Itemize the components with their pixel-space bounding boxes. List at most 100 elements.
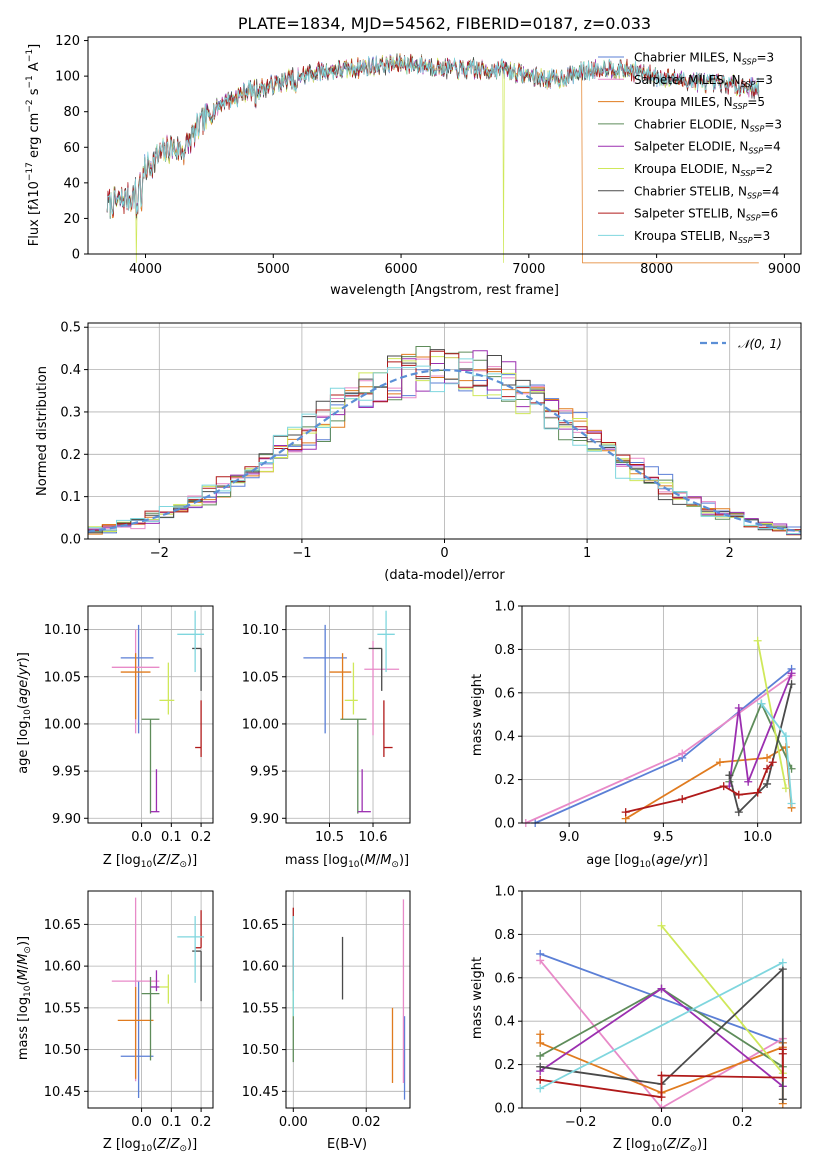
x-tick-label: 0.0 (131, 1115, 152, 1130)
errorbar-chabrier_elodie (340, 718, 367, 814)
errorbar-chabrier_stelib (368, 647, 383, 691)
age-vs-mass-panel: 10.5 10.6 9.90 9.95 10.00 10.05 10.10 (242, 605, 411, 845)
weight-marker-chabrier_stelib (778, 1095, 787, 1104)
legend-label: Kroupa ELODIE, NSSP=2 (634, 162, 773, 178)
errorbar-chabrier_stelib (192, 950, 202, 1002)
p6-points (111, 897, 205, 1098)
errorbar-salpeter_elodie (357, 769, 371, 813)
p4-frame (285, 605, 411, 824)
p3-frame (87, 605, 214, 824)
y-tick-label: 9.95 (52, 765, 81, 780)
weight-marker-salpeter_elodie (744, 777, 753, 786)
p4-grid (286, 606, 410, 823)
weight-marker-salpeter_stelib (719, 782, 728, 791)
weight-line-kroupa_elodie (660, 925, 784, 1074)
weight-marker-kroupa_elodie (753, 636, 762, 645)
legend-label: Chabrier ELODIE, NSSP=3 (634, 117, 782, 133)
p3-ylabel: age [log10(age/yr)] (16, 652, 33, 774)
weight-marker-kroupa_elodie (657, 921, 666, 930)
errorbar-chabrier_miles (120, 624, 154, 734)
errorbar-kroupa_miles (120, 653, 151, 720)
y-tick-label: 9.95 (250, 765, 279, 780)
spectrum-xlabel: wavelength [Angstrom, rest frame] (330, 283, 559, 298)
weight-marker-kroupa_miles (536, 1030, 545, 1039)
x-tick-label: 8000 (640, 262, 673, 277)
x-tick-label: 9000 (768, 262, 801, 277)
p6-grid (88, 891, 213, 1108)
weight-marker-salpeter_stelib (734, 790, 743, 799)
x-tick-label: 0.00 (279, 1115, 308, 1130)
p6-ylabel: mass [log10(M/M⊙)] (16, 936, 33, 1060)
errorbar-kroupa_stelib (177, 610, 205, 673)
weight-marker-chabrier_stelib (734, 808, 743, 817)
x-tick-label: 0.1 (161, 830, 182, 845)
y-tick-label: 100 (55, 70, 80, 85)
errorbar-salpeter_elodie (150, 970, 160, 992)
p5-series (521, 636, 796, 827)
weight-marker-salpeter_elodie (734, 703, 743, 712)
y-tick-label: 40 (63, 176, 80, 191)
x-tick-label: 7000 (512, 262, 545, 277)
y-tick-label: 10.60 (242, 960, 279, 975)
weight-marker-salpeter_stelib (678, 795, 687, 804)
weight-marker-salpeter_stelib (778, 1049, 787, 1058)
errorbar-kroupa_miles (117, 986, 154, 1079)
weight-marker-kroupa_elodie (781, 784, 790, 793)
histogram-ticks: −2 −1 0 1 2 0.0 0.1 0.2 0.3 0.4 0.5 (60, 321, 734, 561)
x-tick-label: 0.2 (191, 1115, 212, 1130)
weight-line-salpeter_miles (525, 674, 793, 824)
mass-vs-metallicity-panel: 0.0 0.1 0.2 10.45 10.50 10.55 10.60 10.65 (44, 890, 214, 1130)
p5-frame (521, 605, 802, 824)
errorbar-kroupa_elodie (344, 662, 358, 715)
y-tick-label: 0.0 (494, 817, 515, 832)
weight-marker-salpeter_stelib (621, 808, 630, 817)
weight-marker-salpeter_stelib (768, 758, 777, 767)
y-tick-label: 10.10 (44, 623, 81, 638)
weight-vs-age-panel: 9.0 9.5 10.0 0.0 0.2 0.4 0.6 0.8 1.0 (494, 600, 802, 845)
weight-marker-salpeter_miles (536, 956, 545, 965)
x-tick-label: 0.0 (651, 1115, 672, 1130)
y-tick-label: 0.4 (60, 363, 81, 378)
y-tick-label: 0.0 (494, 1102, 515, 1117)
weight-marker-kroupa_miles (715, 758, 724, 767)
weight-marker-kroupa_miles (536, 1038, 545, 1047)
errorbar-chabrier_miles (120, 981, 154, 1098)
legend-label: Salpeter MILES, NSSP=3 (634, 73, 773, 89)
weight-marker-kroupa_stelib (757, 699, 766, 708)
residual-histogram-panel: −2 −1 0 1 2 0.0 0.1 0.2 0.3 0.4 0.5 (data-model)/e… (35, 321, 802, 583)
spectrum-ylabel: Flux [fλ10−17 erg cm−2 s−1 A−1] (25, 44, 42, 246)
y-tick-label: 1.0 (494, 885, 515, 900)
histogram-series-chabrier_stelib (88, 349, 801, 535)
p7-xlabel: E(B-V) (327, 1137, 367, 1152)
y-tick-label: 0.5 (60, 321, 81, 336)
y-tick-label: 0.2 (494, 1058, 515, 1073)
p7-grid (286, 891, 410, 1108)
errorbar-salpeter_stelib (195, 700, 202, 757)
p4-xlabel: mass [log10(M/M⊙)] (285, 853, 409, 870)
spectrum-frame (87, 36, 802, 255)
y-tick-label: 10.55 (242, 1001, 279, 1016)
y-tick-label: 10.60 (44, 960, 81, 975)
weight-marker-salpeter_stelib (657, 1093, 666, 1102)
weight-marker-salpeter_miles (678, 749, 687, 758)
mass-vs-extinction-panel: 0.00 0.02 10.45 10.50 10.55 10.60 10.65 (242, 890, 411, 1130)
errorbar-kroupa_elodie (159, 662, 175, 715)
weight-marker-salpeter_stelib (753, 788, 762, 797)
spectrum-panel: 4000 5000 6000 7000 8000 9000020406080100120 … (25, 34, 802, 298)
histogram-steps (88, 346, 801, 536)
y-tick-label: 10.00 (242, 717, 279, 732)
x-tick-label: 4000 (129, 262, 162, 277)
histogram-ylabel: Normed distribution (35, 366, 50, 496)
y-tick-label: 9.90 (250, 812, 279, 827)
p8-xlabel: Z [log10(Z/Z⊙)] (613, 1137, 707, 1154)
weight-marker-kroupa_stelib (787, 799, 796, 808)
x-tick-label: 0 (440, 546, 448, 561)
y-tick-label: 10.65 (44, 918, 81, 933)
x-tick-label: 0.2 (191, 830, 212, 845)
y-tick-label: 0.6 (494, 971, 515, 986)
y-tick-label: 80 (63, 105, 80, 120)
errorbar-salpeter_stelib (195, 910, 202, 949)
weight-line-kroupa_stelib (539, 961, 784, 1090)
weight-marker-kroupa_stelib (536, 1084, 545, 1093)
x-tick-label: −0.2 (565, 1115, 597, 1130)
